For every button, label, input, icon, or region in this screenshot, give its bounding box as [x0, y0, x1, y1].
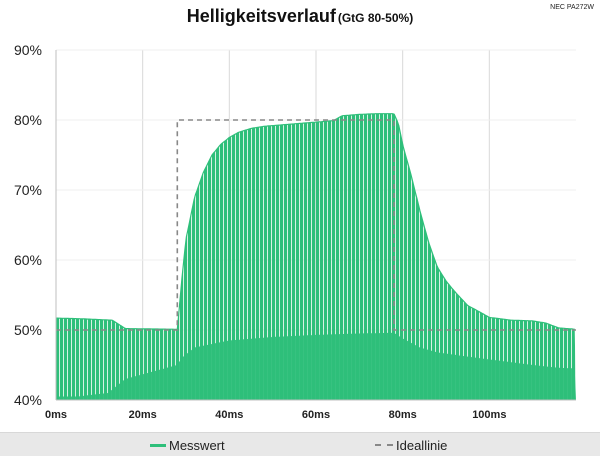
measured-line — [56, 113, 575, 330]
chart-title: Helligkeitsverlauf (GtG 80-50%) — [0, 6, 600, 27]
y-tick-label: 60% — [14, 252, 42, 268]
x-tick-label: 60ms — [302, 409, 330, 421]
y-tick-label: 90% — [14, 42, 42, 58]
x-tick-label: 40ms — [215, 409, 243, 421]
x-tick-label: 20ms — [129, 409, 157, 421]
series-layer — [56, 113, 576, 400]
y-tick-label: 80% — [14, 112, 42, 128]
legend: Messwert Ideallinie — [0, 432, 600, 456]
title-subtitle: (GtG 80-50%) — [337, 11, 414, 25]
measured-area — [56, 113, 576, 400]
title-main: Helligkeitsverlauf — [186, 6, 336, 26]
chart-svg: 40% 50% 60% 70% 80% 90% 0ms 20ms 40ms 60ms 80ms 100… — [14, 42, 576, 421]
legend-item-ideal: Ideallinie — [375, 437, 447, 453]
legend-label-ideal: Ideallinie — [396, 437, 448, 453]
y-tick-label: 50% — [14, 322, 42, 338]
legend-label-measured: Messwert — [169, 437, 225, 453]
x-tick-label: 0ms — [45, 409, 67, 421]
y-tick-label: 40% — [14, 392, 42, 408]
legend-item-measured: Messwert — [150, 437, 225, 453]
ideal-line — [56, 119, 576, 331]
y-tick-label: 70% — [14, 182, 42, 198]
axis-layer: 40% 50% 60% 70% 80% 90% 0ms 20ms 40ms 60ms 80ms 100… — [14, 42, 576, 421]
legend-swatch-measured — [150, 443, 166, 447]
corner-label: NEC PA272W — [550, 4, 594, 11]
x-tick-label: 100ms — [472, 409, 506, 421]
x-tick-label: 80ms — [389, 409, 417, 421]
ideal-layer — [56, 119, 576, 331]
legend-swatch-ideal — [375, 444, 393, 446]
measured-core — [56, 332, 576, 400]
